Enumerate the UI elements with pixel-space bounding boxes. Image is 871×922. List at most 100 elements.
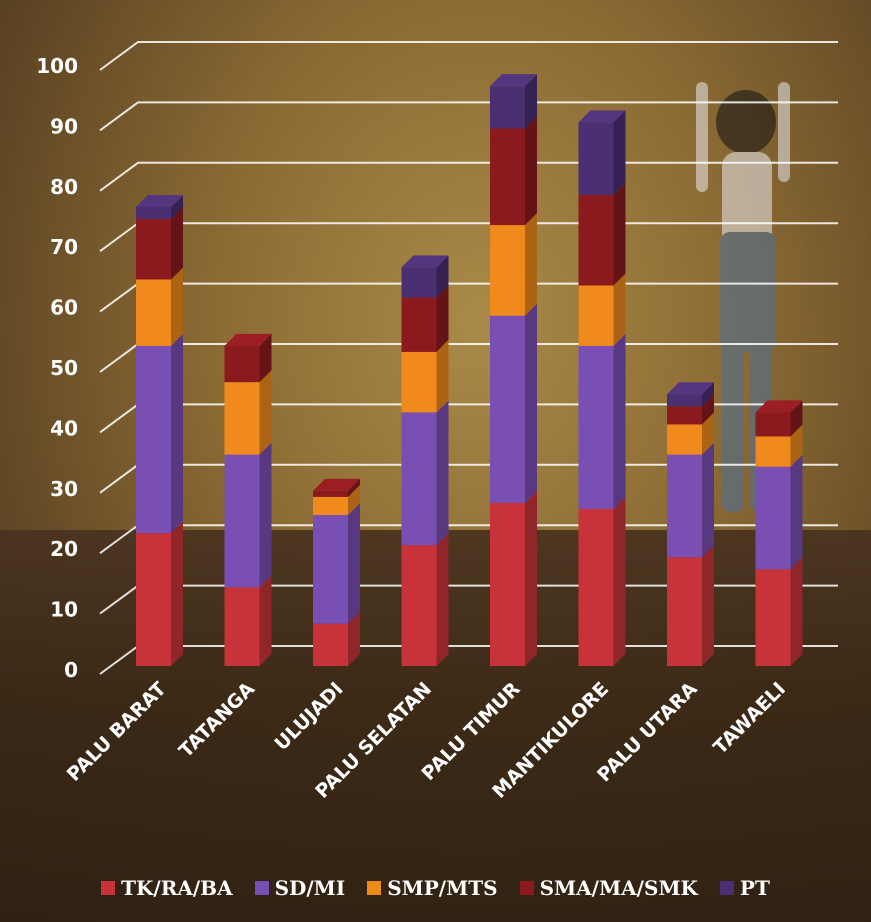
bar-segment — [578, 285, 614, 346]
bar-segment-side — [348, 484, 360, 515]
legend-item: SMP/MTS — [367, 876, 498, 900]
bar-segment-side — [613, 182, 626, 286]
bar-segment — [313, 515, 348, 624]
bar-segment — [224, 382, 260, 455]
bar-segment — [667, 454, 702, 558]
y-tick-label: 90 — [50, 114, 78, 138]
bar-top — [667, 382, 714, 395]
y-tick-label: 70 — [50, 235, 78, 259]
bar-segment-side — [525, 213, 537, 316]
bar-segment-side — [259, 370, 272, 455]
gridline — [99, 584, 838, 615]
bar-segment-side — [348, 503, 360, 624]
bar-segment — [490, 225, 525, 316]
bar-segment — [667, 406, 702, 425]
gridline — [99, 403, 838, 434]
bar-top — [224, 333, 272, 346]
bar-stack — [578, 110, 626, 666]
bar-segment-side — [436, 285, 449, 352]
bar-segment — [401, 297, 437, 352]
bar-segment — [401, 412, 437, 546]
bar-segment — [578, 345, 614, 509]
bar-segment — [755, 436, 791, 467]
bar-segment-side — [171, 207, 183, 280]
bar-segment-side — [702, 412, 714, 455]
x-category-label: TAWAELI — [709, 678, 790, 759]
legend-swatch — [254, 881, 269, 895]
bar-segment — [755, 569, 791, 666]
bar-segment-side — [790, 424, 803, 467]
bar-segment-side — [348, 611, 360, 666]
gridline — [99, 41, 838, 71]
bar-segment — [224, 454, 260, 588]
bar-segment — [755, 466, 791, 570]
bar-segment — [490, 315, 525, 503]
legend-label: PT — [739, 876, 770, 900]
bar-segment — [136, 279, 171, 346]
bar-stack — [667, 382, 714, 666]
bar-segment-side — [613, 110, 626, 195]
bar-top — [578, 110, 626, 123]
bar-segment — [313, 490, 348, 497]
y-axis-ticks: 0 10 20 30 40 50 60 70 80 90 100 — [36, 54, 78, 682]
bar-top — [755, 400, 803, 413]
gridline — [99, 343, 838, 373]
y-tick-label: 10 — [50, 598, 78, 622]
bar-segment-side — [613, 273, 626, 346]
bar-segment-side — [613, 333, 626, 509]
y-tick-label: 20 — [50, 537, 78, 561]
bar-segment-side — [259, 575, 272, 666]
bar-top — [490, 74, 537, 87]
bar-segment — [578, 122, 614, 195]
gridline — [99, 524, 838, 555]
grid-lines — [99, 41, 838, 675]
bar-segment-side — [702, 394, 714, 425]
bar-top — [313, 478, 360, 491]
bar-segment — [136, 345, 171, 534]
bar-top — [401, 255, 449, 268]
y-tick-label: 30 — [50, 477, 78, 501]
bar-segment-side — [525, 303, 537, 503]
gridline — [99, 161, 838, 192]
legend: TK/RA/BA SD/MI SMP/MTS SMA/MA/SMK PT — [0, 870, 871, 906]
bar-stack — [224, 333, 272, 666]
bar-segment-side — [436, 255, 449, 298]
bar-segment-side — [702, 442, 714, 558]
legend-swatch — [519, 881, 534, 895]
legend-label: SMA/MA/SMK — [539, 876, 698, 900]
bar-segment-side — [436, 533, 449, 666]
bar-segment — [401, 351, 437, 413]
legend-swatch — [719, 881, 734, 895]
bar-segment — [313, 496, 348, 515]
bar-segment-side — [171, 521, 183, 666]
bar-segment — [755, 412, 791, 437]
bar-segment — [667, 557, 702, 666]
bar-segment-side — [525, 490, 537, 666]
bar-segment-side — [525, 116, 537, 226]
legend-label: TK/RA/BA — [121, 876, 233, 900]
gridline — [99, 645, 838, 675]
bar-segment-side — [525, 74, 537, 129]
gridline — [99, 463, 838, 494]
bar-segment-side — [171, 333, 183, 534]
legend-item: TK/RA/BA — [101, 876, 233, 900]
bar-segment — [313, 623, 348, 666]
bar-segment — [578, 508, 614, 666]
bar-stack — [136, 194, 183, 666]
gridline — [99, 222, 838, 253]
bar-segment-side — [790, 400, 803, 437]
bar-segment-side — [790, 557, 803, 666]
bar-stack — [755, 400, 803, 666]
gridline — [99, 282, 838, 313]
legend-item: PT — [719, 876, 770, 900]
bar-segment-side — [259, 333, 272, 383]
bar-segment-side — [171, 194, 183, 220]
bar-top — [136, 194, 183, 207]
bar-segment-side — [348, 478, 360, 497]
bar-segment — [490, 86, 525, 129]
legend-label: SD/MI — [274, 876, 346, 900]
bar-segment-side — [790, 454, 803, 570]
legend-swatch — [101, 881, 116, 895]
